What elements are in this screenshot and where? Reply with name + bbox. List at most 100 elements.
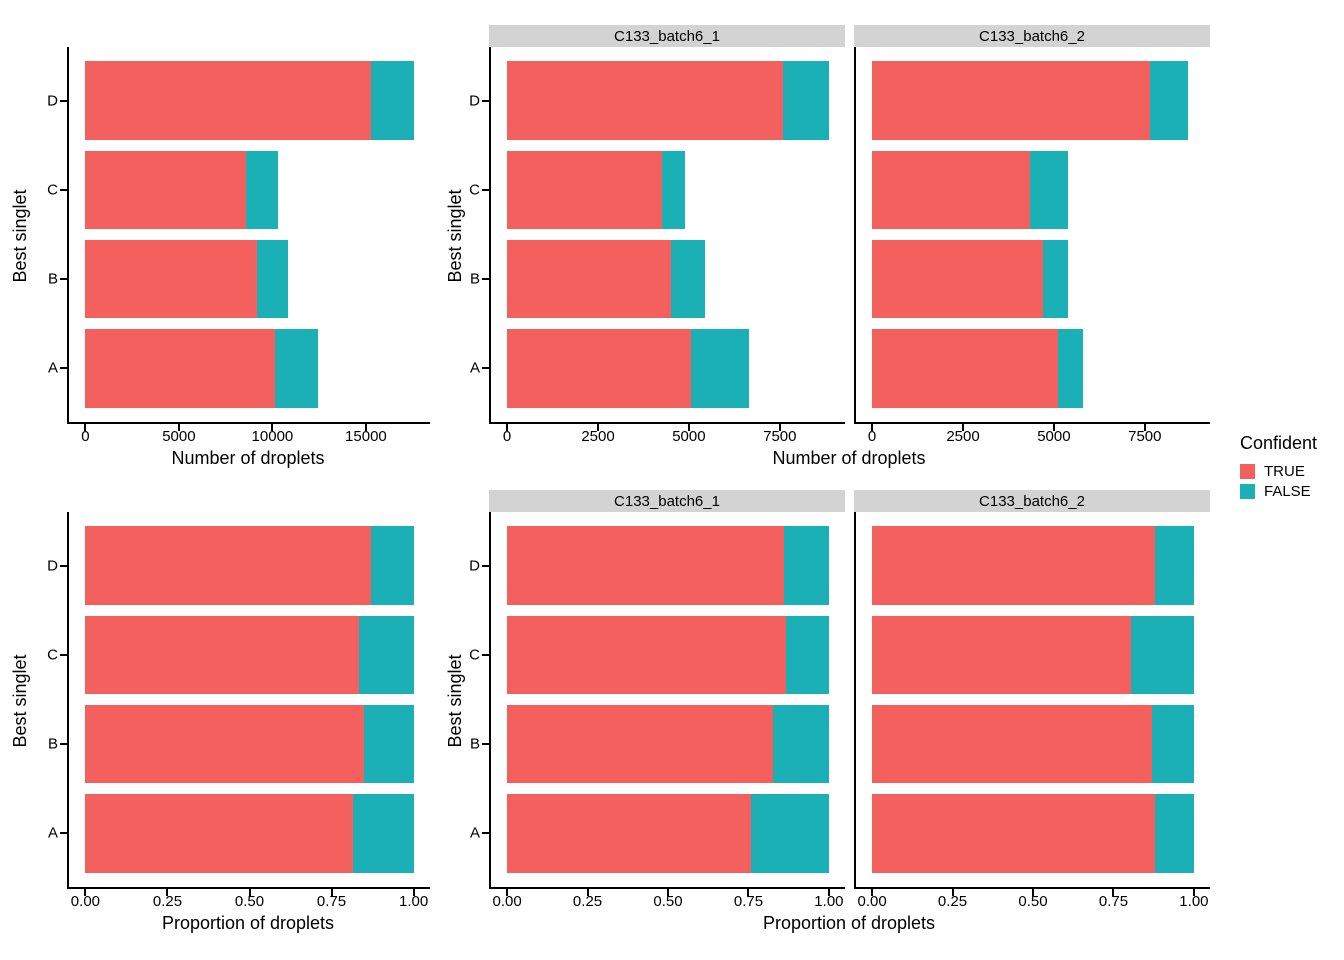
bar-true-segment xyxy=(507,150,662,230)
bar-true-segment xyxy=(85,329,276,408)
bar-true-segment xyxy=(872,329,1058,408)
bar-true-segment xyxy=(85,150,247,230)
bar-true-segment xyxy=(85,794,353,873)
x-axis-tick xyxy=(747,889,750,896)
x-axis-tick xyxy=(827,889,830,896)
x-tick-label: 0.75 xyxy=(733,893,764,910)
bar-false-segment xyxy=(772,704,829,784)
bar-false-segment xyxy=(661,150,686,230)
category-label: D xyxy=(469,92,480,110)
bar-true-segment xyxy=(85,615,360,695)
bar-true-segment xyxy=(85,526,371,605)
bar-true-segment xyxy=(872,61,1151,140)
bar-false-segment xyxy=(363,704,414,784)
facet-strip: C133_batch6_1 xyxy=(489,25,845,47)
y-axis-tick xyxy=(60,278,67,281)
y-axis-tick xyxy=(482,832,489,835)
x-axis-tick xyxy=(1143,424,1146,431)
bar-false-segment xyxy=(1150,61,1189,140)
x-tick-label: 15000 xyxy=(345,428,387,445)
x-tick-label: 0 xyxy=(867,428,877,445)
bar-false-segment xyxy=(783,61,829,140)
y-axis-tick xyxy=(482,564,489,567)
bar-true-segment xyxy=(872,704,1153,784)
bar-true-segment xyxy=(872,526,1155,605)
x-tick-label: 0 xyxy=(502,428,512,445)
plot-panel xyxy=(854,512,1210,889)
category-label: C xyxy=(47,181,58,199)
facet-strip-label: C133_batch6_2 xyxy=(979,27,1085,45)
bar-false-segment xyxy=(370,526,414,605)
category-label: A xyxy=(47,824,58,842)
bar-false-segment xyxy=(1154,526,1194,605)
facet-strip-label: C133_batch6_2 xyxy=(979,492,1085,510)
x-tick-label: 7500 xyxy=(1128,428,1162,445)
x-axis-title: Proportion of droplets xyxy=(161,913,335,933)
bar-false-segment xyxy=(1131,615,1194,695)
legend-key-true-swatch xyxy=(1240,464,1255,479)
x-axis-title: Proportion of droplets xyxy=(762,913,936,933)
x-tick-label: 2500 xyxy=(946,428,980,445)
category-label: B xyxy=(469,735,480,753)
x-tick-label: 0.00 xyxy=(492,893,522,910)
bar-true-segment xyxy=(872,150,1031,230)
bar-false-segment xyxy=(275,329,319,408)
bar-false-segment xyxy=(1152,704,1194,784)
x-tick-label: 0.25 xyxy=(572,893,603,910)
x-tick-label: 0.50 xyxy=(1018,893,1048,910)
x-tick-label: 0.25 xyxy=(152,893,183,910)
bar-false-segment xyxy=(786,615,829,695)
x-axis-tick xyxy=(506,889,509,896)
y-axis-tick xyxy=(60,743,67,746)
x-tick-label: 2500 xyxy=(581,428,615,445)
x-axis-tick xyxy=(871,889,874,896)
legend-item-false: FALSE xyxy=(1240,484,1317,499)
x-tick-label: 0.75 xyxy=(316,893,347,910)
facet-strip: C133_batch6_1 xyxy=(489,490,845,512)
y-axis-tick xyxy=(60,99,67,102)
x-axis-tick xyxy=(271,424,274,431)
facet-strip-label: C133_batch6_1 xyxy=(614,492,720,510)
y-axis-tick xyxy=(60,832,67,835)
x-axis-tick xyxy=(1112,889,1115,896)
legend-key-false-swatch xyxy=(1240,484,1255,499)
x-tick-label: 0.50 xyxy=(234,893,265,910)
category-label: C xyxy=(469,181,480,199)
plot-panel xyxy=(489,47,845,424)
facet-strip: C133_batch6_2 xyxy=(854,490,1210,512)
bar-false-segment xyxy=(1154,794,1194,873)
bar-true-segment xyxy=(507,526,784,605)
x-axis-tick xyxy=(667,889,669,896)
bar-false-segment xyxy=(751,794,829,873)
category-label: B xyxy=(469,270,480,288)
bar-false-segment xyxy=(257,239,289,319)
y-axis-tick xyxy=(60,564,67,567)
category-label: B xyxy=(47,270,58,288)
x-axis-tick xyxy=(84,889,87,896)
bar-false-segment xyxy=(1057,329,1083,408)
x-axis-tick xyxy=(962,424,964,431)
x-tick-label: 0.00 xyxy=(857,893,887,910)
bar-false-segment xyxy=(670,239,706,319)
category-label: C xyxy=(469,646,480,664)
y-axis-tick xyxy=(60,188,67,191)
legend: Confident TRUE FALSE xyxy=(1240,434,1317,504)
x-tick-label: 5000 xyxy=(1037,428,1071,445)
x-tick-label: 1.00 xyxy=(814,893,844,910)
y-axis-tick xyxy=(482,743,489,746)
x-tick-label: 0.00 xyxy=(70,893,101,910)
category-label: D xyxy=(47,557,58,575)
y-axis-tick xyxy=(482,188,489,191)
x-tick-label: 5000 xyxy=(162,428,196,445)
x-axis-tick xyxy=(1192,889,1195,896)
x-tick-label: 0 xyxy=(81,428,90,445)
x-axis-tick xyxy=(871,424,874,431)
x-tick-label: 5000 xyxy=(672,428,706,445)
y-axis-tick xyxy=(60,653,67,656)
x-tick-label: 7500 xyxy=(763,428,797,445)
category-label: A xyxy=(469,359,480,377)
x-axis-tick xyxy=(166,889,169,896)
facet-strip-label: C133_batch6_1 xyxy=(614,27,720,45)
